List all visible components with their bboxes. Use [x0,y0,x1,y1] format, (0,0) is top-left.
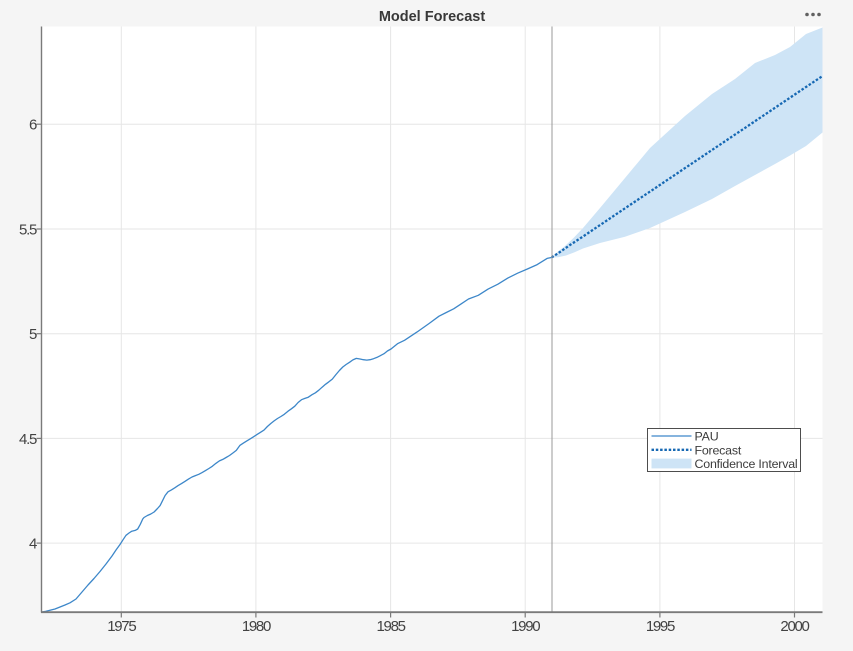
svg-text:Confidence Interval: Confidence Interval [695,457,798,471]
svg-text:5.5: 5.5 [19,222,37,239]
svg-text:1995: 1995 [646,618,675,635]
svg-text:Forecast: Forecast [695,443,742,457]
svg-text:1990: 1990 [511,618,540,635]
svg-text:5: 5 [29,326,37,343]
svg-text:Model Forecast: Model Forecast [379,9,486,25]
svg-text:1975: 1975 [107,618,136,635]
svg-text:1980: 1980 [242,618,271,635]
svg-text:1985: 1985 [377,618,406,635]
svg-text:2000: 2000 [780,618,809,635]
svg-text:4: 4 [29,536,37,553]
svg-text:4.5: 4.5 [19,431,37,448]
svg-text:6: 6 [29,117,37,134]
svg-text:PAU: PAU [695,430,719,444]
